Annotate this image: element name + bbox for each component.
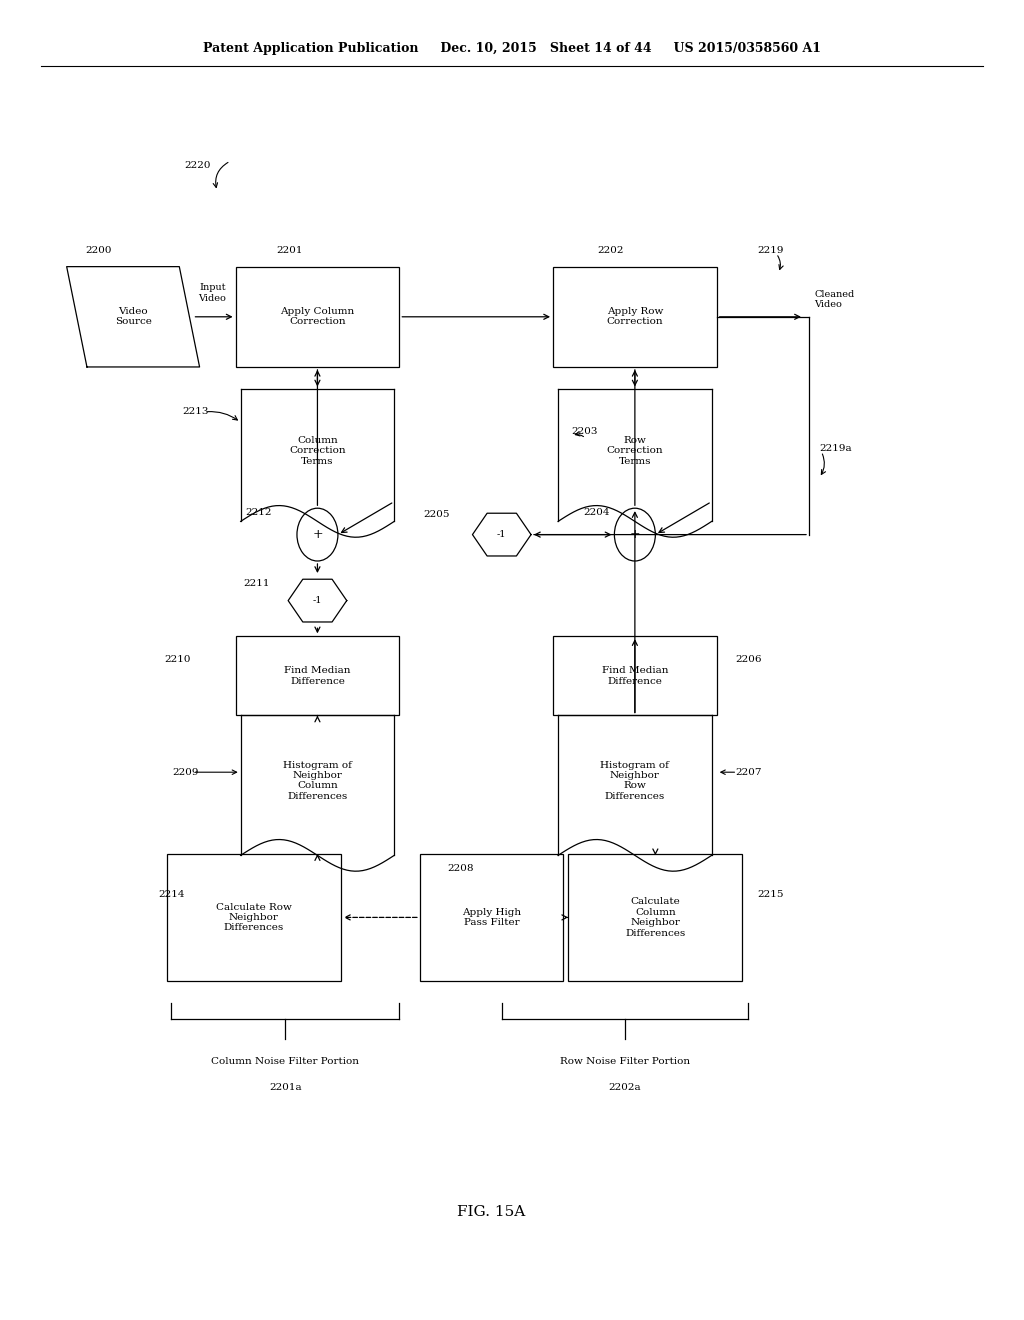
- FancyBboxPatch shape: [553, 267, 717, 367]
- Text: Find Median
Difference: Find Median Difference: [602, 667, 668, 685]
- Text: 2205: 2205: [423, 511, 450, 519]
- Text: 2212: 2212: [246, 508, 272, 516]
- Text: 2211: 2211: [244, 579, 270, 587]
- Text: 2201a: 2201a: [269, 1084, 301, 1092]
- Text: 2220: 2220: [184, 161, 211, 169]
- Text: +: +: [312, 528, 323, 541]
- Text: 2201: 2201: [276, 247, 303, 255]
- Text: Video
Source: Video Source: [115, 308, 152, 326]
- Text: Row
Correction
Terms: Row Correction Terms: [606, 436, 664, 466]
- Text: 2207: 2207: [735, 768, 762, 776]
- Text: Patent Application Publication     Dec. 10, 2015   Sheet 14 of 44     US 2015/03: Patent Application Publication Dec. 10, …: [203, 42, 821, 55]
- Text: 2219: 2219: [758, 247, 784, 255]
- Text: 2208: 2208: [447, 865, 474, 873]
- Text: Input
Video: Input Video: [199, 284, 226, 302]
- Text: Histogram of
Neighbor
Row
Differences: Histogram of Neighbor Row Differences: [600, 760, 670, 801]
- Text: 2206: 2206: [735, 656, 762, 664]
- Text: Apply Column
Correction: Apply Column Correction: [281, 308, 354, 326]
- Text: 2214: 2214: [159, 891, 185, 899]
- FancyBboxPatch shape: [167, 854, 341, 981]
- Text: 2202: 2202: [597, 247, 624, 255]
- Text: Histogram of
Neighbor
Column
Differences: Histogram of Neighbor Column Differences: [283, 760, 352, 801]
- Text: Row Noise Filter Portion: Row Noise Filter Portion: [559, 1057, 690, 1065]
- FancyBboxPatch shape: [236, 636, 399, 715]
- Text: 2219a: 2219a: [819, 445, 852, 453]
- Text: Column Noise Filter Portion: Column Noise Filter Portion: [211, 1057, 359, 1065]
- Text: Apply High
Pass Filter: Apply High Pass Filter: [462, 908, 521, 927]
- Text: Column
Correction
Terms: Column Correction Terms: [289, 436, 346, 466]
- Text: Calculate
Column
Neighbor
Differences: Calculate Column Neighbor Differences: [626, 898, 685, 937]
- Text: Cleaned
Video: Cleaned Video: [814, 290, 854, 309]
- Text: Apply Row
Correction: Apply Row Correction: [606, 308, 664, 326]
- FancyBboxPatch shape: [420, 854, 563, 981]
- FancyBboxPatch shape: [553, 636, 717, 715]
- Text: FIG. 15A: FIG. 15A: [458, 1205, 525, 1218]
- Text: 2210: 2210: [164, 656, 190, 664]
- Text: -1: -1: [312, 597, 323, 605]
- Text: 2203: 2203: [571, 428, 598, 436]
- Text: 2215: 2215: [758, 891, 784, 899]
- Text: Find Median
Difference: Find Median Difference: [285, 667, 350, 685]
- Text: 2209: 2209: [172, 768, 199, 776]
- Text: 2200: 2200: [85, 247, 112, 255]
- Text: 2213: 2213: [182, 408, 209, 416]
- FancyBboxPatch shape: [236, 267, 399, 367]
- Text: Calculate Row
Neighbor
Differences: Calculate Row Neighbor Differences: [216, 903, 292, 932]
- Text: -1: -1: [497, 531, 507, 539]
- Text: 2202a: 2202a: [608, 1084, 641, 1092]
- Text: +: +: [630, 528, 640, 541]
- Text: 2204: 2204: [584, 508, 610, 516]
- FancyBboxPatch shape: [568, 854, 742, 981]
